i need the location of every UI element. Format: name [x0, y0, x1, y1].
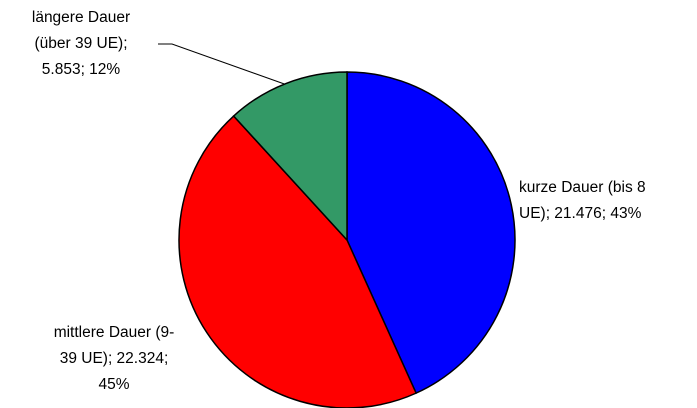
data-label: (über 39 UE);	[34, 35, 127, 52]
data-label: 39 UE); 22.324;	[60, 350, 169, 367]
data-label: kurze Dauer (bis 8	[519, 179, 646, 196]
pie-slice	[232, 71, 348, 242]
leader-line	[158, 43, 291, 87]
pie-slice	[346, 71, 516, 395]
data-label: mittlere Dauer (9-	[54, 324, 175, 341]
data-label: längere Dauer	[32, 9, 130, 26]
data-label: 5.853; 12%	[42, 61, 121, 78]
data-label: 45%	[98, 376, 129, 393]
data-label: UE); 21.476; 43%	[519, 205, 642, 222]
